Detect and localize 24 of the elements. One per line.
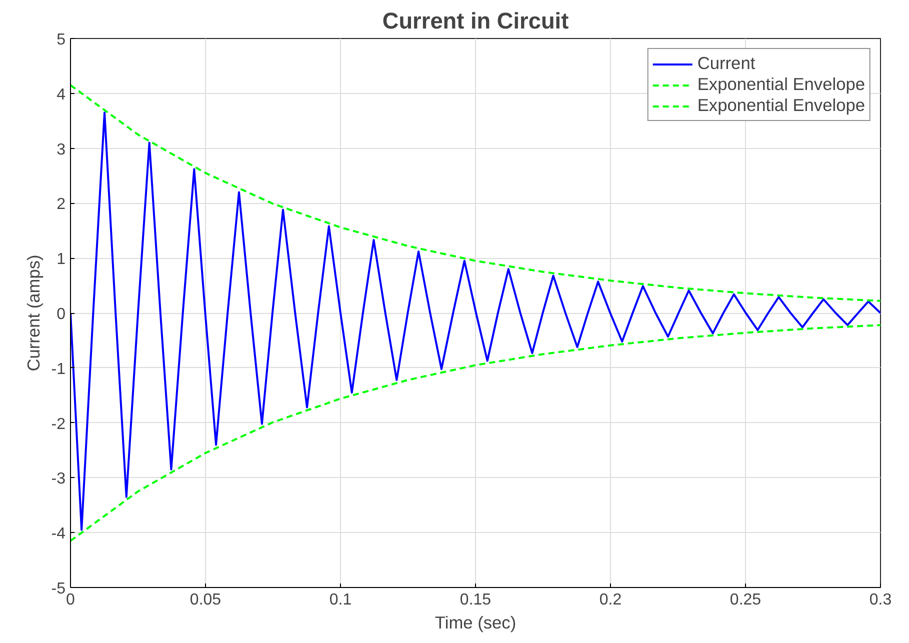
y-tick-label: 1 <box>56 251 66 268</box>
line-series <box>70 324 880 542</box>
x-axis-title: Time (sec) <box>434 612 516 632</box>
y-tick-label: -3 <box>51 470 66 488</box>
y-tick-label: 3 <box>56 141 66 158</box>
y-tick-label: -2 <box>51 416 66 433</box>
x-tick-label: 0.3 <box>869 592 892 608</box>
x-tick-label: 0.1 <box>329 592 352 608</box>
y-tick-label: 5 <box>56 32 66 48</box>
y-tick-label: 4 <box>56 86 66 104</box>
chart-title: Current in Circuit <box>382 8 570 34</box>
y-tick-label: -1 <box>51 360 66 378</box>
legend-label: Current <box>697 53 756 74</box>
y-tick-label: -4 <box>51 526 66 543</box>
x-tick-label: 0.2 <box>599 592 622 608</box>
x-tick-label: 0.05 <box>190 592 222 608</box>
y-tick-label: -5 <box>51 580 66 598</box>
y-axis-title: Current (amps) <box>23 254 44 372</box>
x-tick-label: 0.15 <box>460 592 492 608</box>
y-tick-label: 0 <box>56 306 66 323</box>
legend-label: Exponential Envelope <box>697 95 865 116</box>
x-tick-label: 0.25 <box>730 592 762 608</box>
y-tick-label: 2 <box>56 196 66 214</box>
legend-label: Exponential Envelope <box>697 74 865 95</box>
